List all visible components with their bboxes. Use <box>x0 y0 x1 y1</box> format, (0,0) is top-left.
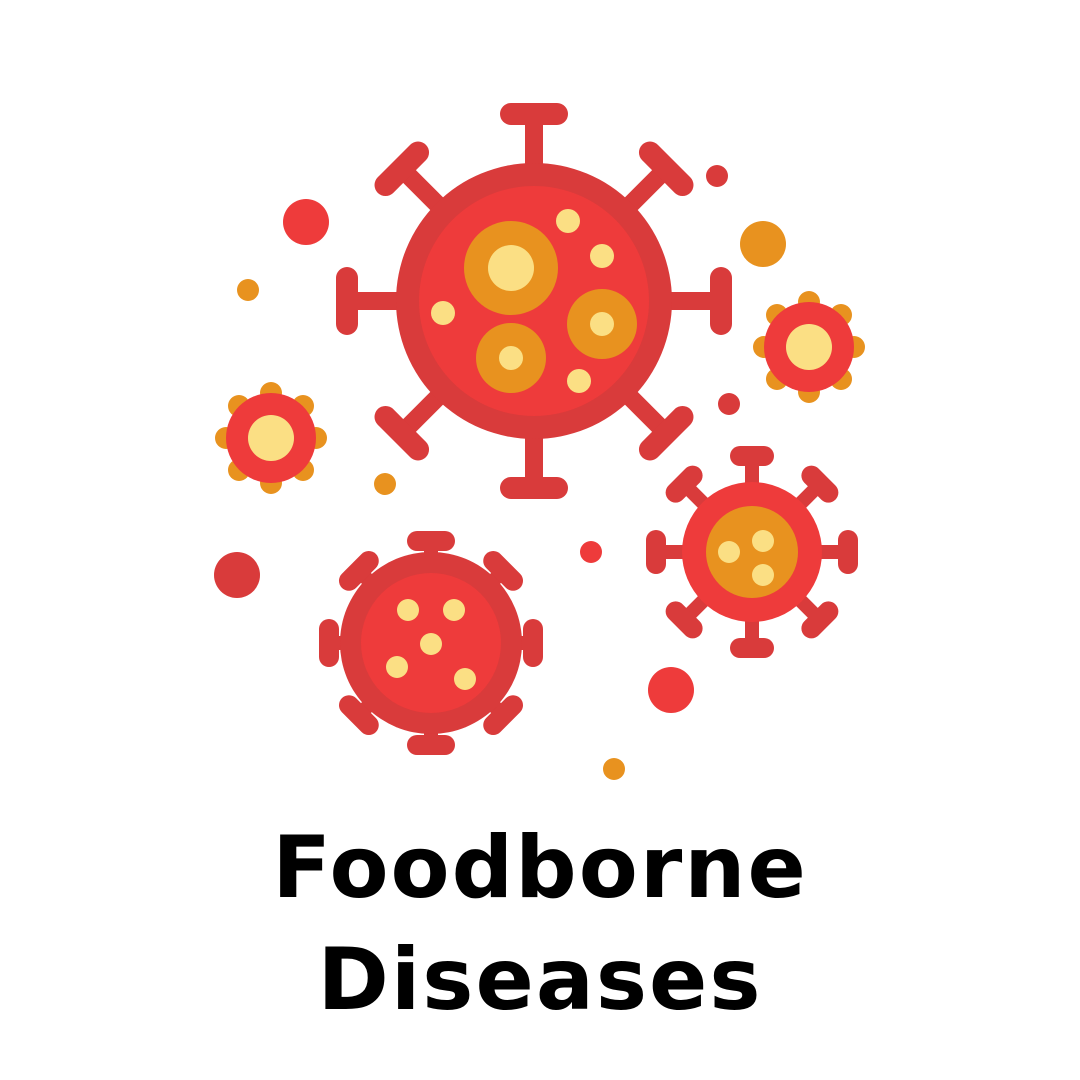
left-flower-virus-icon <box>215 382 327 494</box>
dot <box>374 473 396 495</box>
bottom-left-virus-icon <box>319 531 543 755</box>
dot <box>603 758 625 780</box>
dot <box>718 393 740 415</box>
right-flower-virus-icon <box>753 291 865 403</box>
dot <box>580 541 602 563</box>
dot <box>214 552 260 598</box>
dot <box>237 279 259 301</box>
dot <box>706 165 728 187</box>
floating-dots <box>214 165 786 780</box>
dot <box>283 199 329 245</box>
right-virus-icon <box>646 446 858 658</box>
large-virus-icon <box>336 103 732 499</box>
title: Foodborne Diseases <box>0 812 1080 1036</box>
title-line-2: Diseases <box>317 930 763 1030</box>
dot <box>740 221 786 267</box>
title-line-1: Foodborne <box>272 818 808 918</box>
dot <box>648 667 694 713</box>
